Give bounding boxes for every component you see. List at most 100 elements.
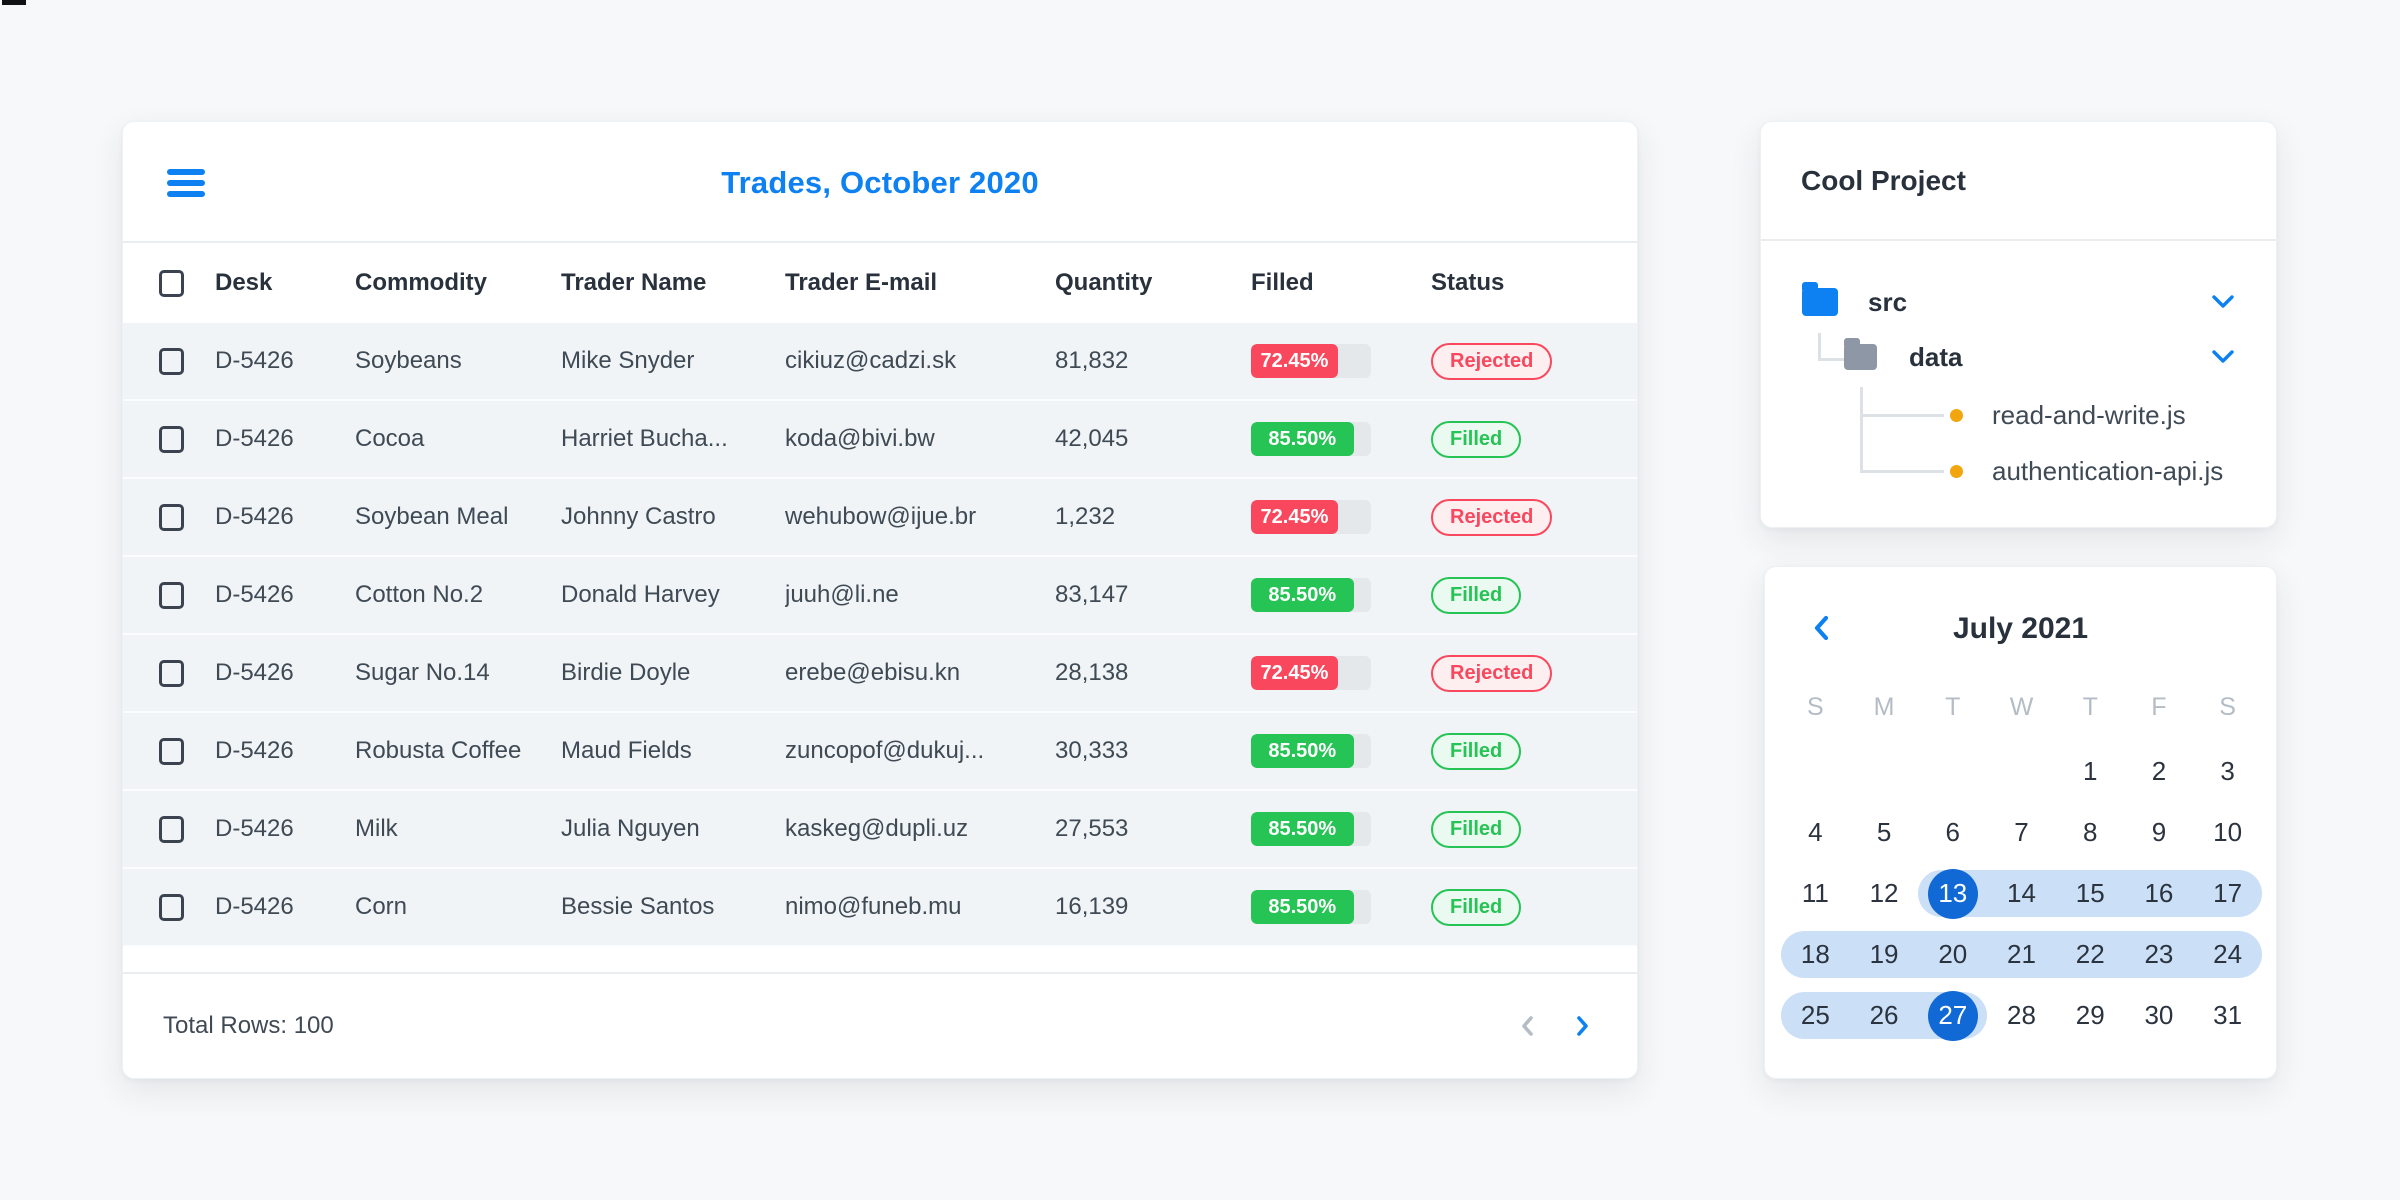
calendar-day-7[interactable]: 7 bbox=[1987, 802, 2056, 863]
row-checkbox[interactable] bbox=[159, 737, 184, 765]
cell-quantity: 81,832 bbox=[1055, 347, 1129, 374]
cell-trader-name: Maud Fields bbox=[561, 737, 692, 764]
day-number: 31 bbox=[2213, 1000, 2243, 1030]
column-header-commodity: Commodity bbox=[355, 269, 487, 296]
screen-artifact bbox=[2, 0, 26, 5]
page-title: Trades, October 2020 bbox=[721, 164, 1039, 200]
calendar-day-21[interactable]: 21 bbox=[1987, 924, 2056, 985]
file-dot-icon bbox=[1950, 408, 1963, 422]
calendar-day-11[interactable]: 11 bbox=[1781, 863, 1850, 924]
row-checkbox[interactable] bbox=[159, 659, 184, 687]
status-badge: Rejected bbox=[1431, 654, 1553, 692]
calendar-day-12[interactable]: 12 bbox=[1850, 863, 1919, 924]
cell-desk: D-5426 bbox=[215, 659, 294, 686]
selected-day-number: 13 bbox=[1927, 868, 1978, 919]
filled-percent-label: 72.45% bbox=[1260, 661, 1329, 684]
column-header-email: Trader E-mail bbox=[785, 269, 938, 296]
calendar-day-13[interactable]: 13 bbox=[1918, 863, 1987, 924]
calendar-day-28[interactable]: 28 bbox=[1987, 985, 2056, 1046]
tree-connector bbox=[1860, 387, 1863, 473]
calendar-day-30[interactable]: 30 bbox=[2125, 985, 2194, 1046]
cell-trader-name: Harriet Bucha... bbox=[561, 425, 728, 452]
calendar-day-9[interactable]: 9 bbox=[2125, 802, 2194, 863]
cell-desk: D-5426 bbox=[215, 815, 294, 842]
cell-quantity: 83,147 bbox=[1055, 581, 1129, 608]
prev-month-icon[interactable] bbox=[1812, 615, 1830, 641]
day-number: 9 bbox=[2151, 817, 2167, 847]
calendar-day-18[interactable]: 18 bbox=[1781, 924, 1850, 985]
calendar-day-23[interactable]: 23 bbox=[2124, 924, 2194, 985]
project-title: Cool Project bbox=[1761, 122, 2276, 241]
chevron-down-icon[interactable] bbox=[2212, 295, 2234, 309]
day-number: 1 bbox=[2082, 756, 2098, 786]
prev-page-icon[interactable] bbox=[1517, 1015, 1539, 1037]
calendar-day-4[interactable]: 4 bbox=[1781, 802, 1850, 863]
row-checkbox[interactable] bbox=[159, 893, 184, 921]
table-row: D-5426 Soybeans Mike Snyder cikiuz@cadzi.sk… bbox=[123, 323, 1637, 401]
calendar-day-20[interactable]: 20 bbox=[1918, 924, 1987, 985]
select-all-checkbox[interactable] bbox=[159, 269, 184, 297]
cell-commodity: Soybeans bbox=[355, 347, 462, 374]
calendar-day-6[interactable]: 6 bbox=[1918, 802, 1987, 863]
calendar-day-29[interactable]: 29 bbox=[2056, 985, 2125, 1046]
table-body: D-5426 Soybeans Mike Snyder cikiuz@cadzi.sk… bbox=[123, 323, 1637, 947]
pagination bbox=[1517, 1015, 1593, 1037]
day-number: 29 bbox=[2075, 1000, 2105, 1030]
tree-item-label: data bbox=[1909, 341, 1963, 372]
calendar-day-15[interactable]: 15 bbox=[2055, 863, 2125, 924]
tree-connector bbox=[1818, 358, 1844, 361]
cell-trader-name: Johnny Castro bbox=[561, 503, 716, 530]
calendar-day-24[interactable]: 24 bbox=[2193, 924, 2262, 985]
row-checkbox[interactable] bbox=[159, 425, 184, 453]
calendar-day-5[interactable]: 5 bbox=[1850, 802, 1919, 863]
calendar-day-14[interactable]: 14 bbox=[1987, 863, 2056, 924]
calendar-empty-cell bbox=[1850, 741, 1919, 802]
column-header-status: Status bbox=[1431, 269, 1505, 296]
next-page-icon[interactable] bbox=[1571, 1015, 1593, 1037]
row-checkbox[interactable] bbox=[159, 581, 184, 609]
cell-trader-name: Bessie Santos bbox=[561, 893, 715, 920]
row-checkbox[interactable] bbox=[159, 815, 184, 843]
tree-connector bbox=[1860, 414, 1944, 417]
cell-desk: D-5426 bbox=[215, 893, 294, 920]
cell-trader-name: Donald Harvey bbox=[561, 581, 720, 608]
tree-connector bbox=[1860, 470, 1944, 473]
row-checkbox[interactable] bbox=[159, 347, 184, 375]
calendar-month-label: July 2021 bbox=[1952, 612, 2089, 645]
calendar-empty-cell bbox=[1918, 741, 1987, 802]
calendar-day-27[interactable]: 27 bbox=[1918, 985, 1987, 1046]
cell-commodity: Cocoa bbox=[355, 425, 425, 452]
calendar-day-31[interactable]: 31 bbox=[2193, 985, 2262, 1046]
tree-item-src[interactable]: src bbox=[1761, 282, 2276, 322]
day-number: 11 bbox=[1801, 878, 1829, 908]
tree-item-file[interactable]: authentication-api.js bbox=[1761, 451, 2276, 491]
cell-quantity: 30,333 bbox=[1055, 737, 1129, 764]
weekday-label: F bbox=[2151, 693, 2167, 721]
status-badge: Rejected bbox=[1431, 498, 1553, 536]
calendar-day-16[interactable]: 16 bbox=[2124, 863, 2194, 924]
calendar-day-17[interactable]: 17 bbox=[2193, 863, 2262, 924]
weekday-label: T bbox=[1945, 693, 1961, 721]
tree-item-data[interactable]: data bbox=[1761, 337, 2276, 377]
tree-item-file[interactable]: read-and-write.js bbox=[1761, 395, 2276, 435]
cell-trader-email: koda@bivi.bw bbox=[785, 425, 935, 452]
calendar-day-25[interactable]: 25 bbox=[1781, 985, 1850, 1046]
chevron-down-icon[interactable] bbox=[2212, 350, 2234, 364]
menu-icon[interactable] bbox=[167, 169, 205, 197]
calendar-day-1[interactable]: 1 bbox=[2056, 741, 2125, 802]
calendar-day-19[interactable]: 19 bbox=[1849, 924, 1919, 985]
calendar-empty-cell bbox=[1987, 741, 2056, 802]
status-badge: Rejected bbox=[1431, 342, 1553, 380]
filled-progress-bar: 85.50% bbox=[1251, 890, 1371, 924]
calendar-day-26[interactable]: 26 bbox=[1849, 985, 1919, 1046]
filled-percent-label: 72.45% bbox=[1260, 349, 1329, 372]
row-checkbox[interactable] bbox=[159, 503, 184, 531]
calendar-day-2[interactable]: 2 bbox=[2125, 741, 2194, 802]
calendar-day-8[interactable]: 8 bbox=[2056, 802, 2125, 863]
calendar-day-3[interactable]: 3 bbox=[2193, 741, 2262, 802]
column-header-filled: Filled bbox=[1251, 269, 1314, 296]
calendar-day-22[interactable]: 22 bbox=[2055, 924, 2125, 985]
table-column-headers: Desk Commodity Trader Name Trader E-mail… bbox=[123, 243, 1637, 323]
calendar-day-10[interactable]: 10 bbox=[2193, 802, 2262, 863]
